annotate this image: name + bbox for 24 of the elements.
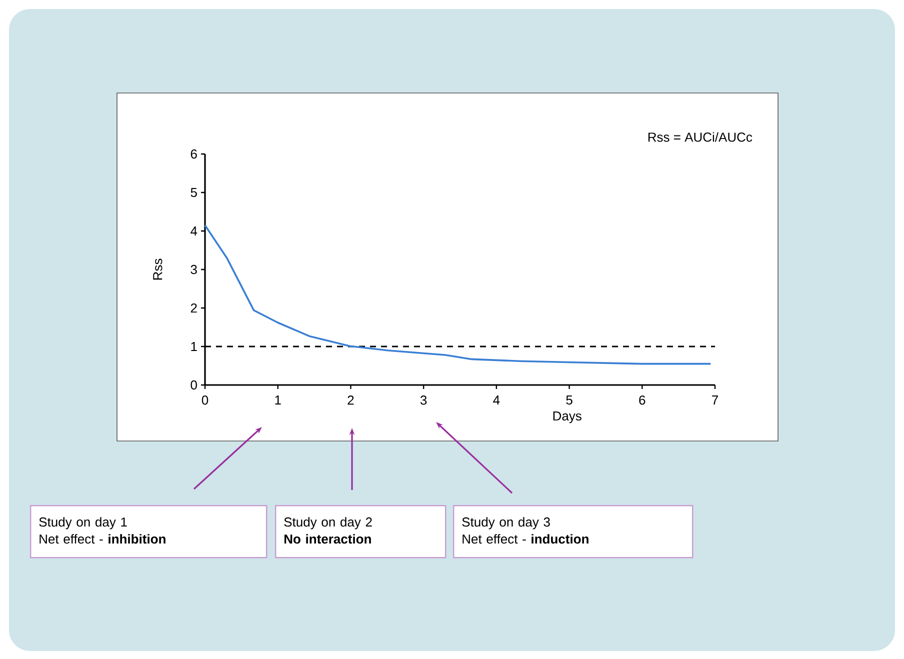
- y-tick-label: 0: [190, 380, 197, 390]
- y-axis-title: Rss: [153, 258, 162, 280]
- y-tick-label: 3: [190, 264, 197, 274]
- y-tick-label: 6: [190, 149, 197, 159]
- x-tick-label: 5: [566, 396, 572, 405]
- text: Study on day 2: [284, 517, 372, 530]
- x-tick-label: 3: [420, 396, 427, 405]
- x-tick-label: 7: [712, 396, 718, 404]
- x-axis-title: Days: [553, 411, 582, 424]
- text: Rss = AUCi/AUCc: [648, 132, 752, 142]
- y-tick-label: 1: [191, 342, 197, 351]
- y-tick-label: 5: [190, 188, 197, 198]
- x-tick-label: 4: [493, 396, 500, 404]
- y-tick-label: 2: [190, 303, 197, 313]
- y-tick-label: 4: [190, 226, 198, 236]
- text: Net effect - inhibition: [40, 534, 166, 544]
- x-tick-label: 6: [639, 396, 646, 405]
- text: Study on day 3: [462, 517, 550, 530]
- text: Net effect - induction: [462, 534, 588, 544]
- text: No interaction: [284, 534, 371, 544]
- text: Study on day 1: [39, 517, 127, 530]
- x-tick-label: 0: [202, 396, 208, 405]
- x-tick-label: 1: [275, 396, 281, 404]
- x-tick-label: 2: [348, 396, 354, 405]
